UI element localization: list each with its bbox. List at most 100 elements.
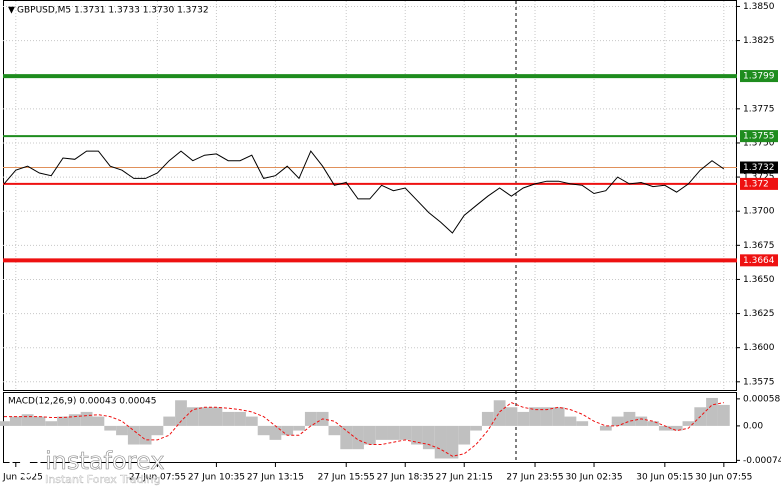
x-tick-label: 27 Jun 18:35	[377, 473, 434, 483]
y-tick-label: 1.3600	[743, 343, 775, 353]
macd-bar	[175, 400, 187, 426]
level-label-box	[740, 130, 778, 143]
y-tick-label: 1.3750	[743, 138, 775, 148]
y-tick-label: 1.3575	[743, 377, 775, 387]
chart-title: GBPUSD,M5 1.3731 1.3733 1.3730 1.3732	[17, 6, 209, 16]
symbol-arrow: ▼	[8, 6, 15, 16]
level-label: 1.372	[743, 179, 769, 189]
macd-bar	[186, 407, 199, 426]
level-label-box	[740, 70, 778, 83]
y-tick-label: 1.3725	[743, 173, 775, 183]
x-tick-label: 27 Jun 10:35	[188, 473, 245, 483]
y-tick-label: 1.3650	[743, 275, 775, 285]
macd-bar	[670, 425, 683, 431]
price-line	[3, 150, 725, 234]
macd-bar	[611, 416, 624, 426]
logo: instaforex Instant Forex Trading	[9, 446, 165, 486]
macd-bar	[717, 404, 730, 426]
macd-bar	[682, 421, 695, 426]
macd-bar	[45, 421, 58, 426]
macd-bar	[234, 411, 246, 426]
macd-bar	[647, 421, 659, 426]
macd-bar	[281, 425, 294, 436]
last-price-label: 1.3732	[743, 163, 775, 173]
y-tick-label: 1.3850	[743, 2, 775, 12]
level-label: 1.3664	[743, 256, 775, 266]
level-label: 1.3755	[743, 132, 775, 142]
y-tick-label: 1.3700	[743, 207, 775, 217]
macd-bar	[328, 425, 341, 436]
macd-bar	[470, 425, 482, 431]
macd-bar	[658, 425, 671, 431]
x-tick-label: 30 Jun 02:35	[565, 473, 622, 483]
macd-bar	[387, 425, 400, 440]
macd-bar	[505, 407, 518, 426]
x-tick-label: 30 Jun 05:15	[636, 473, 693, 483]
logo-icon	[9, 446, 41, 478]
macd-title: MACD(12,26,9) 0.00043 0.00045	[8, 397, 157, 407]
macd-bar	[599, 425, 612, 431]
macd-bar	[104, 425, 117, 431]
last-price-box	[740, 161, 778, 174]
x-tick-label: 27 Jun 21:15	[436, 473, 493, 483]
level-label: 1.3799	[743, 72, 775, 82]
level-label-box	[740, 177, 778, 190]
macd-bar	[68, 414, 81, 426]
y-tick-label: 1.3675	[743, 241, 775, 251]
macd-bar	[269, 425, 282, 440]
macd-bar	[446, 425, 459, 459]
macd-bar	[517, 411, 530, 426]
y-tick-label: 1.3825	[743, 36, 775, 46]
logo-dot	[20, 457, 30, 467]
macd-bar	[245, 416, 258, 426]
macd-bar	[222, 411, 235, 426]
macd-bar	[375, 425, 388, 440]
macd-bar	[635, 416, 648, 426]
macd-bar	[481, 411, 494, 426]
macd-bar	[139, 425, 152, 445]
x-tick-label: 27 Jun 13:15	[247, 473, 304, 483]
macd-bar	[33, 416, 46, 426]
macd-bar	[352, 425, 364, 450]
macd-bar	[411, 425, 423, 445]
x-tick-label: 27 Jun 15:55	[318, 473, 375, 483]
x-tick-label: 27 Jun 2025	[0, 473, 43, 483]
macd-bar	[576, 421, 589, 426]
macd-bar	[116, 425, 128, 436]
macd-bar	[57, 416, 69, 426]
macd-bar	[80, 411, 93, 426]
x-tick-label: 30 Jun 07:55	[695, 473, 752, 483]
x-tick-label: 27 Jun 23:55	[506, 473, 563, 483]
macd-bar	[623, 411, 636, 426]
macd-bar	[293, 425, 305, 431]
macd-bar	[399, 425, 412, 440]
macd-bar	[127, 425, 140, 445]
macd-bar	[493, 400, 506, 426]
macd-bar	[9, 416, 22, 426]
y-tick-label: -0.00074	[743, 456, 781, 466]
macd-bar	[529, 407, 541, 426]
macd-bar	[552, 407, 565, 426]
macd-bar	[434, 425, 447, 459]
macd-bar	[422, 425, 435, 450]
level-label-box	[740, 254, 778, 267]
macd-bar	[564, 416, 577, 426]
macd-bar	[304, 411, 317, 426]
y-tick-label: 0.00058	[743, 394, 780, 404]
macd-bar	[210, 407, 223, 426]
price-panel	[3, 0, 737, 391]
y-tick-label: 1.3625	[743, 309, 775, 319]
signal-line	[4, 402, 724, 457]
macd-bar	[151, 425, 164, 436]
x-tick-label: 27 Jun 07:55	[129, 473, 186, 483]
macd-bar	[458, 425, 471, 445]
logo-brand: instaforex	[45, 447, 165, 475]
macd-bar	[21, 414, 34, 426]
macd-bar	[0, 421, 10, 426]
macd-bar	[198, 407, 211, 426]
logo-tagline: Instant Forex Trading	[45, 473, 161, 486]
y-tick-label: 1.3775	[743, 104, 775, 114]
